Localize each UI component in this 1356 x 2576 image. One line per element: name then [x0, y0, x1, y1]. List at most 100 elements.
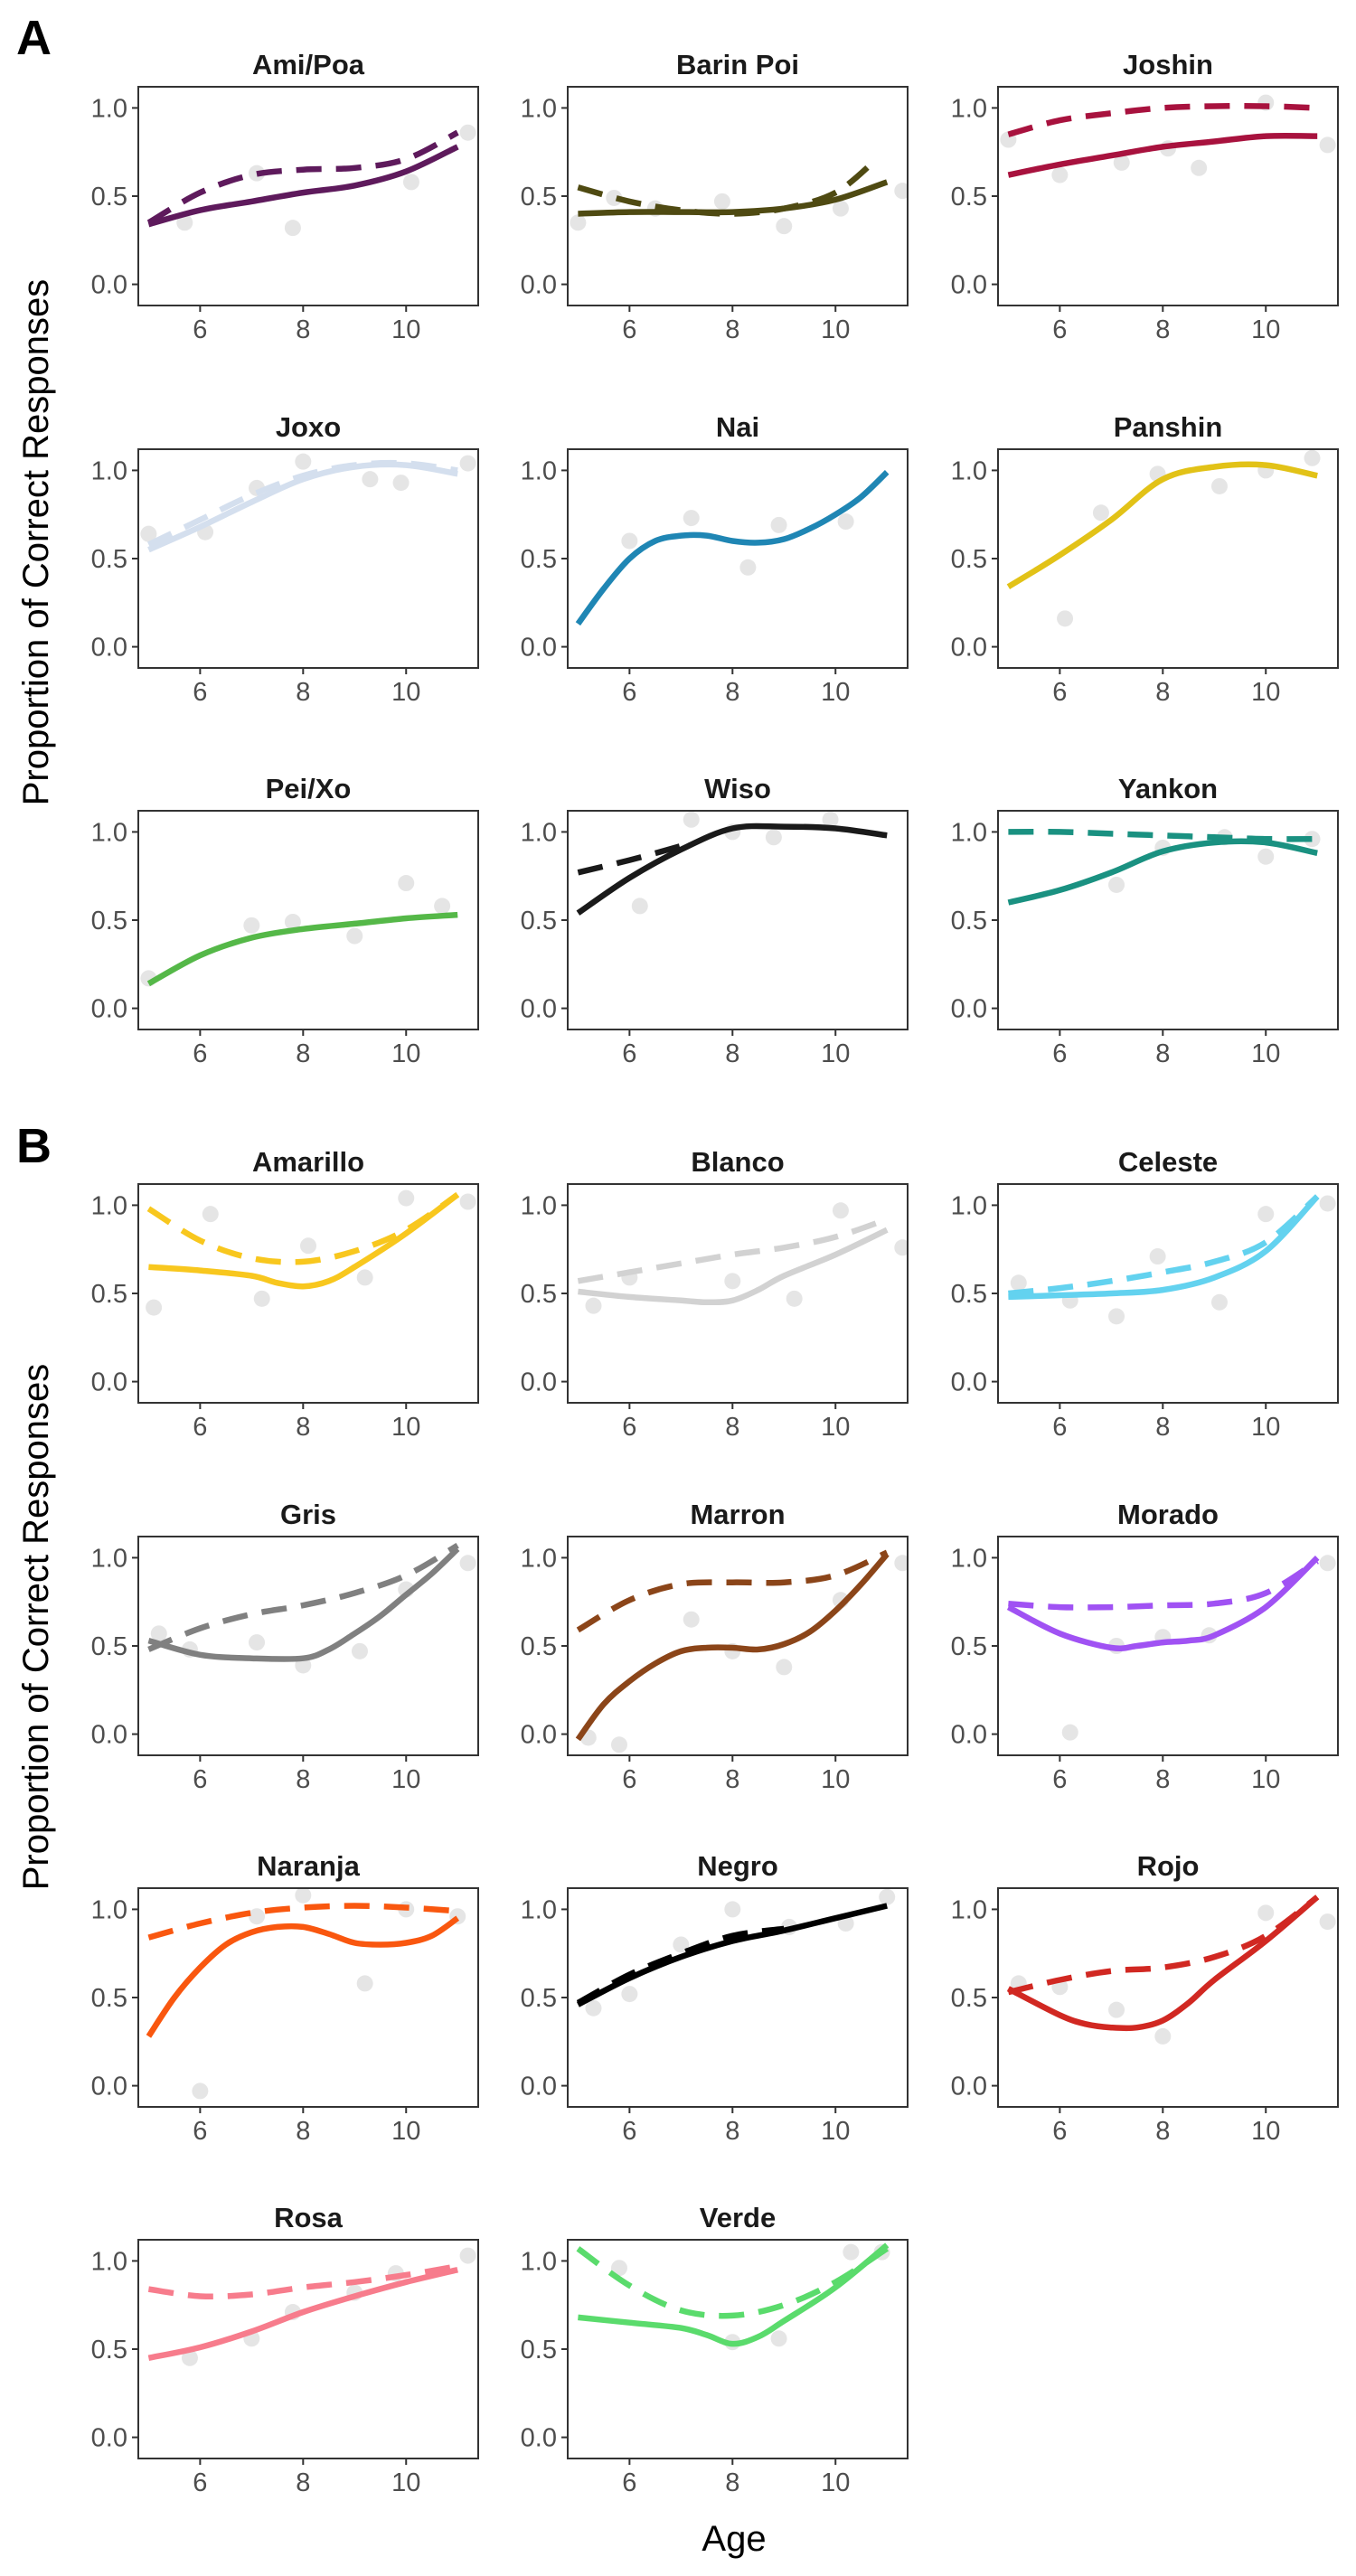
data-point — [295, 1888, 312, 1904]
x-tick-label: 10 — [821, 1039, 850, 1068]
dashed-trend-line — [576, 2246, 889, 2319]
y-tick-label: 1.0 — [521, 1191, 557, 1220]
solid-trend-line — [576, 1903, 888, 2007]
facet-border — [997, 1887, 1339, 2108]
y-tick-label: 0.5 — [951, 907, 987, 935]
x-tick-label: 8 — [1155, 1413, 1170, 1442]
data-point — [181, 2349, 198, 2366]
facet-plot-area — [1007, 829, 1321, 906]
data-point — [1092, 504, 1109, 522]
data-point — [683, 510, 700, 527]
x-tick-label: 6 — [622, 1039, 636, 1068]
x-tick-label: 6 — [193, 1413, 207, 1442]
facet-border — [567, 2239, 909, 2459]
x-tick-label: 6 — [1052, 2117, 1067, 2146]
solid-trend-line — [1007, 838, 1318, 906]
x-tick-label: 8 — [725, 678, 739, 707]
y-axis-label-section-b: Proportion of Correct Responses — [16, 1364, 56, 1891]
facet-border — [567, 1183, 909, 1404]
x-tick-label: 10 — [1251, 1413, 1280, 1442]
x-tick-label: 8 — [296, 315, 310, 344]
x-tick-label: 6 — [193, 2117, 207, 2146]
data-point — [356, 1975, 373, 1992]
y-tick-label: 0.0 — [521, 271, 557, 300]
x-tick-label: 6 — [622, 1765, 636, 1794]
data-point — [621, 532, 638, 550]
solid-trend-line — [575, 470, 890, 626]
y-tick-label: 0.5 — [91, 2336, 127, 2364]
solid-trend-line — [575, 1552, 890, 1742]
facet-title: Joshin — [1123, 49, 1213, 80]
data-point — [146, 1299, 163, 1316]
x-tick-label: 10 — [391, 1765, 420, 1794]
data-point — [1257, 1206, 1275, 1223]
y-tick-label: 0.0 — [521, 2073, 557, 2101]
x-tick-label: 6 — [1052, 1039, 1067, 1068]
x-axis-label: Age — [702, 2519, 766, 2559]
dashed-trend-line — [146, 1192, 460, 1265]
x-tick-label: 8 — [725, 1039, 739, 1068]
y-tick-label: 0.5 — [91, 907, 127, 935]
facet-title: Rosa — [274, 2202, 344, 2233]
data-point — [1149, 1248, 1166, 1265]
x-tick-label: 6 — [1052, 1765, 1067, 1794]
data-point — [765, 829, 782, 846]
data-point — [894, 1239, 908, 1256]
x-tick-label: 8 — [725, 2117, 739, 2146]
dashed-trend-line — [1008, 1558, 1319, 1611]
data-point — [1108, 2001, 1125, 2018]
data-point — [1113, 154, 1130, 171]
data-point — [1319, 1195, 1336, 1212]
dashed-trend-line — [577, 1216, 889, 1284]
facet-plot-area — [147, 2247, 476, 2366]
x-tick-label: 6 — [193, 678, 207, 707]
data-point — [894, 1555, 908, 1572]
x-tick-label: 10 — [1251, 2117, 1280, 2146]
y-tick-label: 0.5 — [951, 545, 987, 574]
facet-plot-area — [146, 1888, 466, 2100]
facet-border — [137, 810, 479, 1030]
x-tick-label: 6 — [622, 315, 636, 344]
data-point — [1304, 449, 1321, 466]
facet-plot-area — [146, 1189, 476, 1316]
facet-title: Ami/Poa — [252, 49, 365, 80]
x-tick-label: 6 — [193, 315, 207, 344]
data-point — [894, 183, 908, 200]
data-point — [683, 811, 700, 828]
data-point — [176, 214, 193, 231]
facet-plot-area — [146, 124, 476, 237]
x-tick-label: 10 — [821, 678, 850, 707]
y-tick-label: 0.0 — [521, 995, 557, 1024]
facet-wiso: Wiso 0.0 0.5 1.0 6 8 10 — [521, 773, 909, 1068]
solid-trend-line — [1006, 461, 1318, 589]
facet-title: Blanco — [691, 1146, 784, 1178]
data-point — [249, 1634, 266, 1651]
x-tick-label: 8 — [1155, 315, 1170, 344]
x-tick-label: 6 — [622, 2468, 636, 2497]
facet-plot-area — [576, 2242, 890, 2351]
x-tick-label: 6 — [1052, 678, 1067, 707]
data-point — [398, 875, 415, 892]
y-tick-label: 0.0 — [951, 1721, 987, 1750]
solid-trend-line — [578, 2242, 890, 2347]
facet-blanco: Blanco 0.0 0.5 1.0 6 8 10 — [521, 1146, 909, 1442]
data-point — [1010, 1274, 1027, 1292]
data-point — [459, 2247, 476, 2264]
data-point — [459, 1555, 476, 1572]
y-tick-label: 0.5 — [521, 1280, 557, 1309]
data-point — [192, 2082, 209, 2100]
y-tick-label: 0.0 — [951, 271, 987, 300]
x-tick-label: 10 — [821, 315, 850, 344]
x-tick-label: 8 — [725, 2468, 739, 2497]
dashed-trend-line — [577, 156, 879, 217]
facet-plot-area — [147, 1542, 476, 1674]
data-point — [1257, 1904, 1275, 1922]
facet-border — [567, 1887, 909, 2108]
data-point — [346, 927, 363, 945]
y-tick-label: 0.5 — [521, 545, 557, 574]
x-tick-label: 6 — [193, 1039, 207, 1068]
y-tick-label: 1.0 — [91, 818, 127, 847]
data-point — [1061, 1724, 1078, 1741]
x-tick-label: 10 — [821, 2117, 850, 2146]
y-tick-label: 1.0 — [521, 456, 557, 485]
